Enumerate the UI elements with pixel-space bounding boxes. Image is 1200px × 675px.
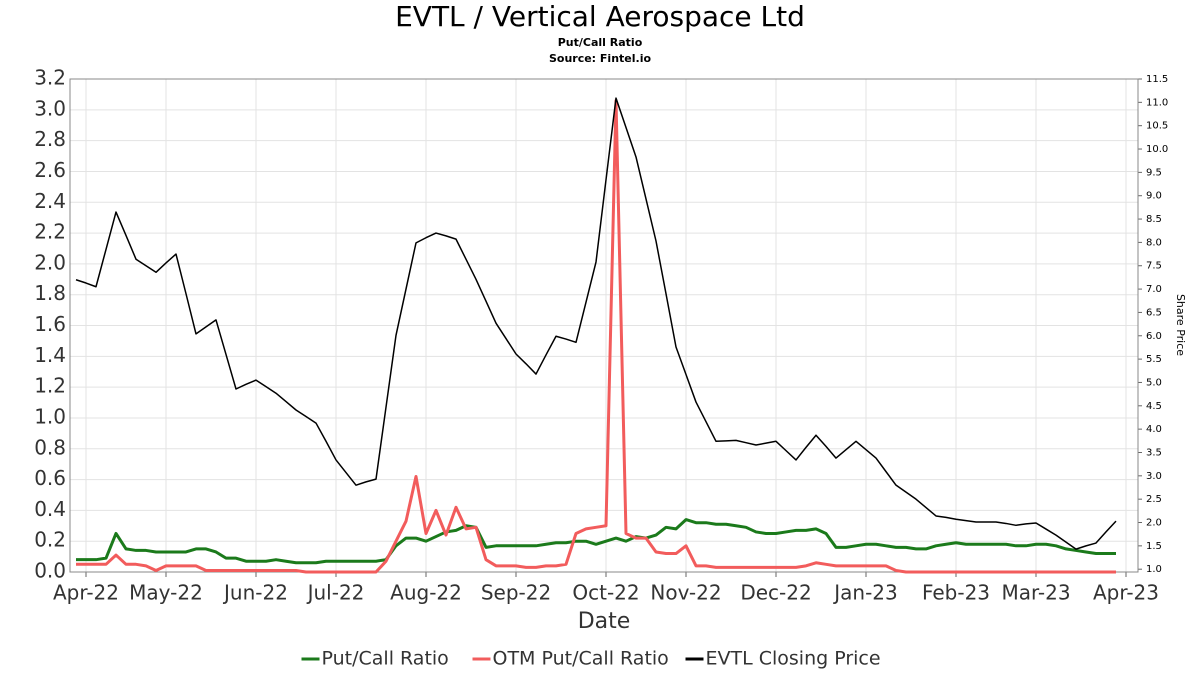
x-tick-label: Jan-23 [832,581,898,605]
y2-tick-label: 1.5 [1146,541,1162,552]
x-tick-label: Nov-22 [650,581,721,605]
y-tick-label: 2.6 [34,158,66,182]
y2-tick-label: 5.5 [1146,354,1162,365]
x-tick-label: May-22 [129,581,203,605]
y-tick-label: 0.8 [34,435,66,459]
y2-tick-label: 11.5 [1146,74,1168,85]
y-tick-label: 2.8 [34,127,66,151]
x-tick-label: Sep-22 [481,581,551,605]
y2-tick-label: 4.0 [1146,424,1162,435]
y-tick-label: 0.0 [34,559,66,583]
y2-tick-label: 7.5 [1146,261,1162,272]
x-tick-label: Apr-23 [1093,581,1159,605]
y-tick-label: 1.8 [34,281,66,305]
y-tick-label: 0.4 [34,497,66,521]
y2-tick-label: 3.0 [1146,471,1162,482]
series-line [76,518,1116,565]
chart-subtitle: Put/Call Ratio [558,36,643,49]
x-tick-label: Feb-23 [922,581,990,605]
x-tick-label: Apr-22 [53,581,119,605]
y-tick-label: 2.4 [34,189,66,213]
y-tick-label: 1.2 [34,374,66,398]
y-tick-label: 1.4 [34,343,66,367]
x-tick-label: Dec-22 [740,581,811,605]
x-tick-label: Aug-22 [390,581,462,605]
y2-tick-label: 9.0 [1146,191,1162,202]
y2-tick-label: 10.0 [1146,144,1168,155]
y-tick-label: 3.0 [34,96,66,120]
x-tick-label: Mar-23 [1001,581,1070,605]
legend-label: OTM Put/Call Ratio [493,648,669,670]
y-tick-label: 0.6 [34,466,66,490]
y2-tick-label: 6.0 [1146,331,1162,342]
y2-tick-label: 11.0 [1146,97,1168,108]
series-line [75,97,1117,550]
x-tick-label: Oct-22 [572,581,639,605]
y2-tick-label: 5.0 [1146,377,1162,388]
y2-tick-label: 2.5 [1146,494,1162,505]
y2-tick-label: 2.0 [1146,518,1162,529]
x-axis-title: Date [578,609,631,634]
legend-label: EVTL Closing Price [706,648,881,670]
y-tick-label: 2.2 [34,220,66,244]
y2-tick-label: 3.5 [1146,447,1162,458]
y2-tick-label: 4.5 [1146,401,1162,412]
chart-title: EVTL / Vertical Aerospace Ltd [395,0,805,33]
y2-tick-label: 9.5 [1146,167,1162,178]
y2-tick-label: 1.0 [1146,564,1162,575]
plot-frame [69,78,1139,573]
y2-tick-label: 7.0 [1146,284,1162,295]
y-tick-label: 0.2 [34,528,66,552]
chart-source: Source: Fintel.io [549,52,651,65]
y2-tick-label: 6.5 [1146,307,1162,318]
y-tick-label: 1.6 [34,312,66,336]
y2-axis-title: Share Price [1174,294,1187,356]
x-tick-label: Jul-22 [306,581,365,605]
series-line [76,99,1116,574]
legend-label: Put/Call Ratio [322,648,449,670]
y-tick-label: 3.2 [34,66,66,90]
y-tick-label: 1.0 [34,404,66,428]
y2-tick-label: 10.5 [1146,121,1168,132]
y-tick-label: 2.0 [34,250,66,274]
x-tick-label: Jun-22 [222,581,288,605]
y2-tick-label: 8.5 [1146,214,1162,225]
y2-tick-label: 8.0 [1146,237,1162,248]
